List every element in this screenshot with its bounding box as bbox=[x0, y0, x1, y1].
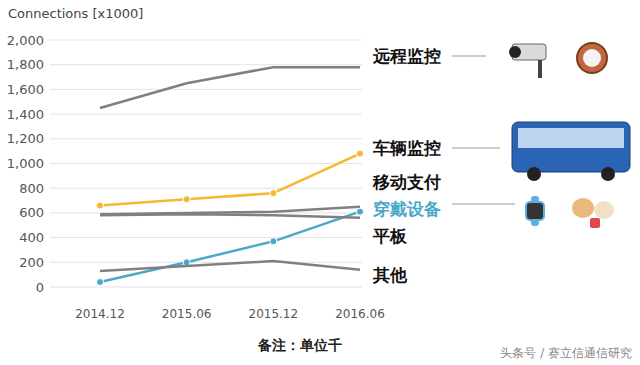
watermark: 头条号 / 赛立信通信研究 bbox=[500, 346, 632, 360]
series-label: 远程监控 bbox=[372, 46, 441, 66]
marker bbox=[270, 238, 277, 245]
series-line bbox=[100, 67, 360, 108]
y-tick-label: 200 bbox=[19, 255, 44, 270]
pet-icon bbox=[594, 201, 614, 219]
y-tick-label: 1,800 bbox=[7, 57, 44, 72]
marker bbox=[97, 202, 104, 209]
meter-face bbox=[583, 49, 601, 67]
grid-line bbox=[50, 262, 362, 263]
marker bbox=[97, 279, 104, 286]
plot-area bbox=[97, 67, 364, 285]
series-label: 移动支付 bbox=[372, 172, 441, 192]
grid-line bbox=[50, 138, 362, 139]
watch-icon bbox=[526, 202, 544, 220]
note: 备注：单位千 bbox=[257, 337, 342, 353]
y-tick-label: 600 bbox=[19, 205, 44, 220]
connector bbox=[452, 148, 500, 149]
series-line bbox=[100, 261, 360, 271]
pet-icon bbox=[572, 198, 594, 218]
y-tick-label: 1,400 bbox=[7, 107, 44, 122]
connector bbox=[452, 56, 486, 57]
camera-mount bbox=[538, 60, 542, 78]
y-tick-label: 1,000 bbox=[7, 156, 44, 171]
y-tick-label: 400 bbox=[19, 230, 44, 245]
series-label: 平板 bbox=[372, 226, 408, 246]
grid-line bbox=[50, 89, 362, 90]
bus-icon bbox=[512, 122, 630, 172]
camera-lens bbox=[509, 46, 521, 58]
bus-wheel bbox=[527, 167, 541, 181]
series-line bbox=[100, 212, 360, 282]
x-tick-label: 2015.06 bbox=[162, 307, 212, 321]
x-tick-label: 2016.06 bbox=[335, 307, 385, 321]
meter-icon bbox=[577, 43, 607, 73]
series-line bbox=[100, 214, 360, 218]
bus-windows bbox=[518, 128, 624, 148]
marker bbox=[183, 196, 190, 203]
series-label: 其他 bbox=[372, 265, 408, 285]
x-tick-label: 2014.12 bbox=[75, 307, 125, 321]
bus-wheel bbox=[601, 167, 615, 181]
grid-line bbox=[50, 237, 362, 238]
grid-line bbox=[50, 163, 362, 164]
grid-line bbox=[50, 64, 362, 65]
y-tick-label: 1,600 bbox=[7, 82, 44, 97]
series-line bbox=[100, 154, 360, 206]
y-tick-label: 1,200 bbox=[7, 131, 44, 146]
grid-line bbox=[50, 40, 362, 41]
marker bbox=[270, 190, 277, 197]
y-tick-label: 0 bbox=[36, 280, 44, 295]
marker bbox=[357, 150, 364, 157]
series-label: 车辆监控 bbox=[372, 138, 441, 158]
series-label: 穿戴设备 bbox=[372, 199, 441, 219]
series-line bbox=[100, 207, 360, 214]
y-tick-label: 800 bbox=[19, 181, 44, 196]
grid-line bbox=[50, 114, 362, 115]
connector bbox=[452, 204, 515, 205]
y-tick-label: 2,000 bbox=[7, 33, 44, 48]
grid-line bbox=[50, 287, 362, 288]
marker bbox=[357, 208, 364, 215]
icons bbox=[452, 43, 630, 228]
chart: Connections [x1000] 0 200 400 600 800 1,000 1,2… bbox=[0, 0, 640, 365]
tracker-icon bbox=[590, 218, 600, 228]
y-axis-title: Connections [x1000] bbox=[8, 6, 143, 21]
x-tick-label: 2015.12 bbox=[249, 307, 299, 321]
grid-line bbox=[50, 188, 362, 189]
